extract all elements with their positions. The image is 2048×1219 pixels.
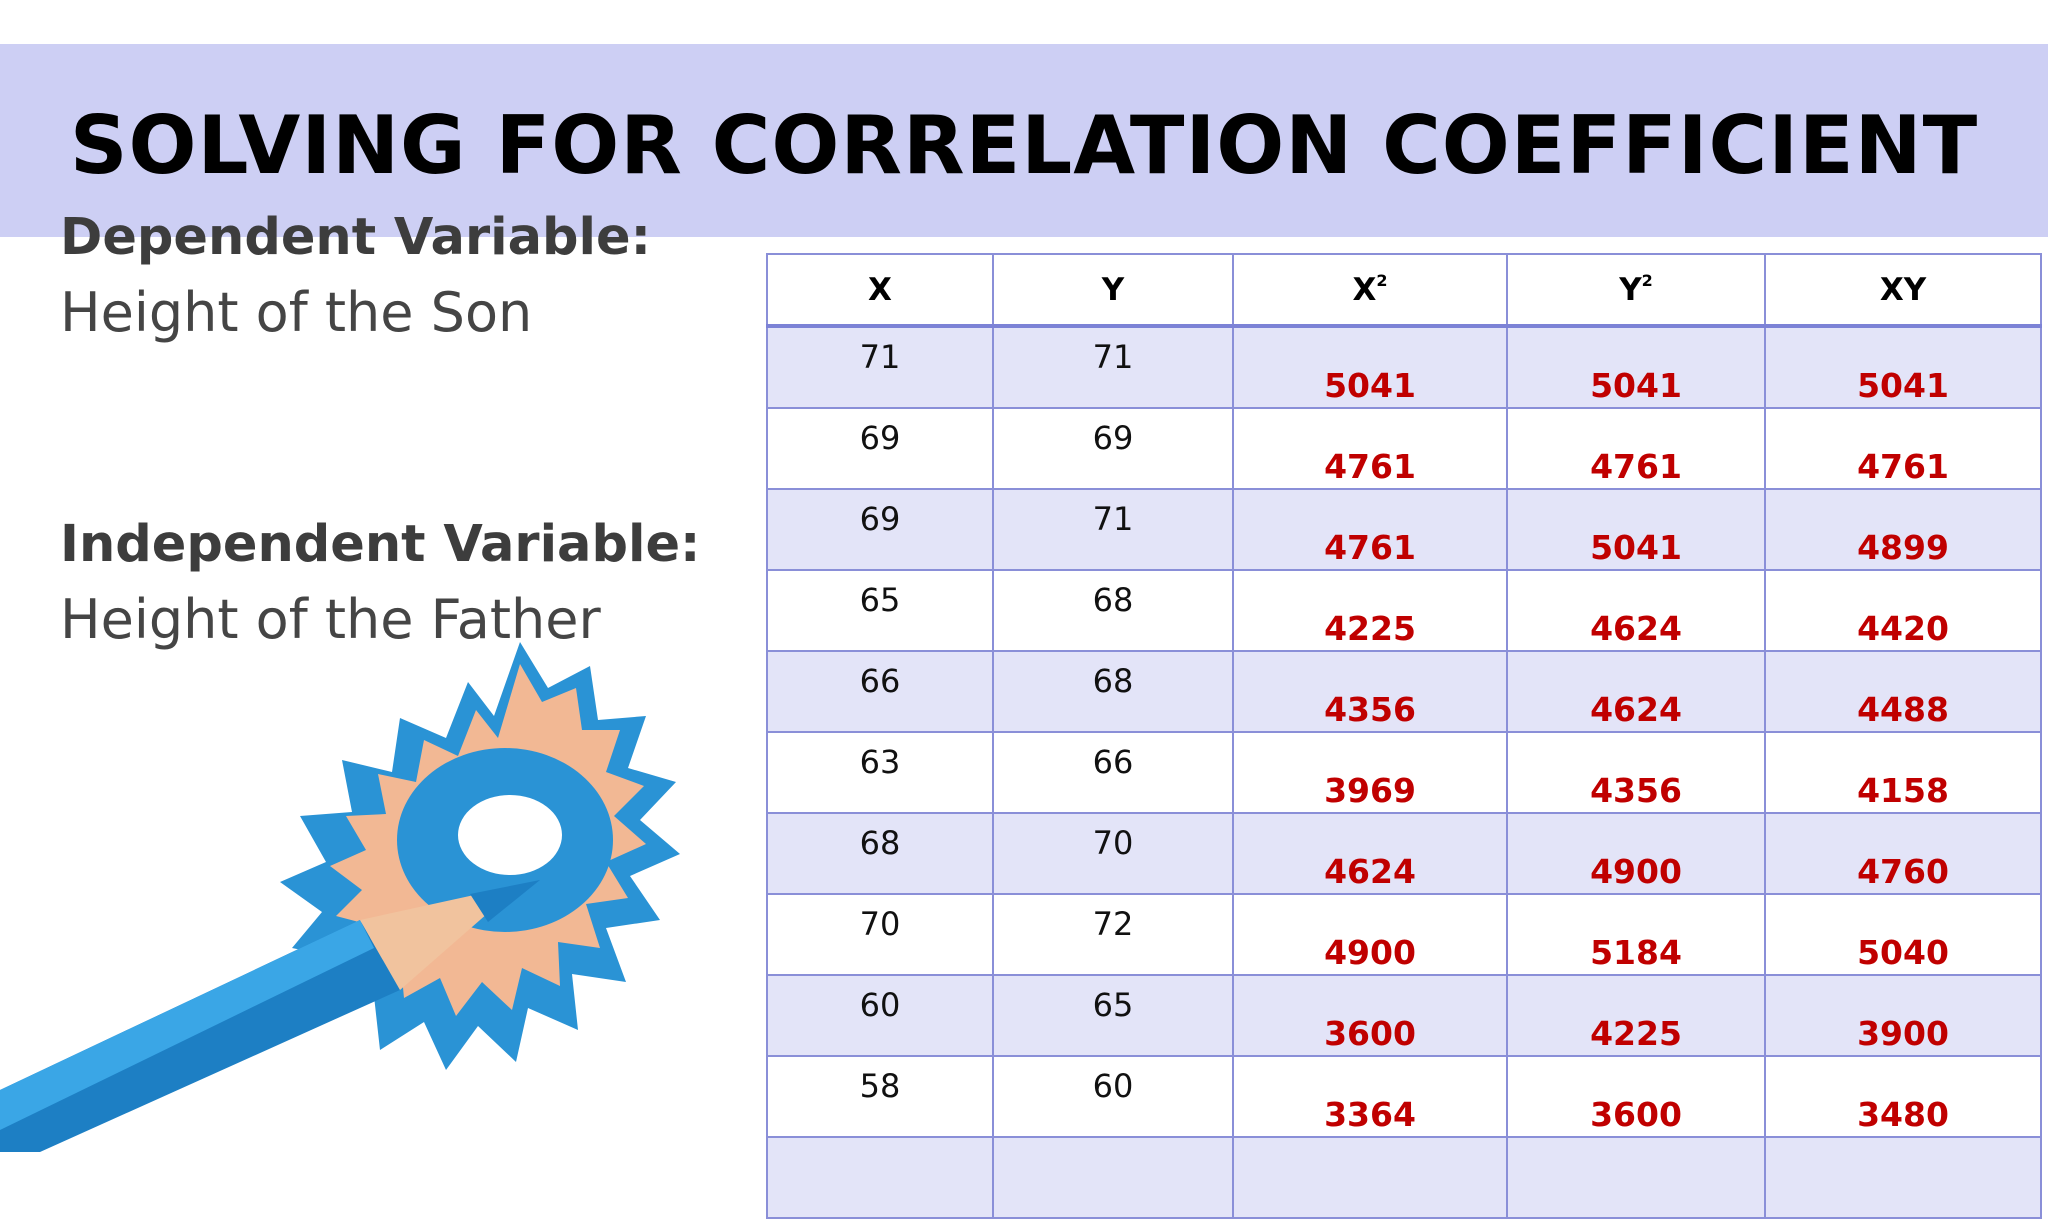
independent-variable-heading: Independent Variable: [60,515,701,574]
shaving-hole [458,795,562,875]
table-row: 69 69 4761 4761 4761 [766,407,2042,490]
cell-xy: 4899 [1764,488,2042,571]
cell-x: 70 [766,893,994,976]
cell-x: 65 [766,569,994,652]
header-x-squared: X2 [1232,253,1508,328]
cell-y: 71 [992,488,1234,571]
table-row: 71 71 5041 5041 5041 [766,325,2042,409]
cell-x: 60 [766,974,994,1057]
cell-x-squared [1232,1136,1508,1219]
table-row: 60 65 3600 4225 3900 [766,974,2042,1057]
cell-y-squared: 4624 [1506,650,1766,733]
table-row: 58 60 3364 3600 3480 [766,1055,2042,1138]
cell-xy: 3900 [1764,974,2042,1057]
cell-y-squared [1506,1136,1766,1219]
cell-x-squared: 4624 [1232,812,1508,895]
cell-xy: 5040 [1764,893,2042,976]
cell-x-squared: 5041 [1232,325,1508,409]
cell-y-squared: 4624 [1506,569,1766,652]
cell-y: 60 [992,1055,1234,1138]
header-y-squared: Y2 [1506,253,1766,328]
table-header-row: X Y X2 Y2 XY [766,253,2042,328]
cell-x: 69 [766,407,994,490]
cell-x-squared: 4900 [1232,893,1508,976]
independent-variable-value: Height of the Father [60,588,601,651]
slide-title: SOLVING FOR CORRELATION COEFFICIENT [69,99,1979,192]
cell-y-squared: 4761 [1506,407,1766,490]
cell-x-squared: 4225 [1232,569,1508,652]
cell-x-squared: 4761 [1232,407,1508,490]
header-y: Y [992,253,1234,328]
cell-x: 69 [766,488,994,571]
title-band [0,44,2048,237]
cell-xy: 4158 [1764,731,2042,814]
cell-y: 70 [992,812,1234,895]
cell-y [992,1136,1234,1219]
pencil-wood [360,885,520,990]
cell-xy: 4488 [1764,650,2042,733]
cell-x-squared: 4356 [1232,650,1508,733]
header-xy: XY [1764,253,2042,328]
cell-y-squared: 4900 [1506,812,1766,895]
cell-xy: 3480 [1764,1055,2042,1138]
table-row: 63 66 3969 4356 4158 [766,731,2042,814]
cell-y: 69 [992,407,1234,490]
cell-x: 68 [766,812,994,895]
cell-x: 63 [766,731,994,814]
pencil-shavings-icon [0,642,680,1152]
cell-x-squared: 4761 [1232,488,1508,571]
dependent-variable-value: Height of the Son [60,281,533,344]
independent-variable-block: Independent Variable: Height of the Fath… [60,513,720,652]
header-x: X [766,253,994,328]
table-row: 69 71 4761 5041 4899 [766,488,2042,571]
cell-y-squared: 5041 [1506,325,1766,409]
cell-x-squared: 3600 [1232,974,1508,1057]
pencil-lead [470,880,540,922]
cell-xy [1764,1136,2042,1219]
cell-y: 68 [992,569,1234,652]
table-row: 66 68 4356 4624 4488 [766,650,2042,733]
correlation-table: X Y X2 Y2 XY 71 71 5041 5041 5041 69 69 … [766,253,2042,1219]
cell-y: 65 [992,974,1234,1057]
cell-x: 71 [766,325,994,409]
cell-xy: 5041 [1764,325,2042,409]
table-row: 70 72 4900 5184 5040 [766,893,2042,976]
cell-y-squared: 5184 [1506,893,1766,976]
cell-x-squared: 3969 [1232,731,1508,814]
cell-y: 66 [992,731,1234,814]
table-row: 68 70 4624 4900 4760 [766,812,2042,895]
cell-y: 68 [992,650,1234,733]
cell-x: 58 [766,1055,994,1138]
cell-xy: 4760 [1764,812,2042,895]
cell-y-squared: 3600 [1506,1055,1766,1138]
cell-x-squared: 3364 [1232,1055,1508,1138]
table-row-empty [766,1136,2042,1219]
cell-y-squared: 4356 [1506,731,1766,814]
cell-x [766,1136,994,1219]
table-row: 65 68 4225 4624 4420 [766,569,2042,652]
cell-y: 72 [992,893,1234,976]
cell-xy: 4761 [1764,407,2042,490]
cell-y-squared: 5041 [1506,488,1766,571]
cell-x: 66 [766,650,994,733]
dependent-variable-heading: Dependent Variable: [60,208,651,267]
cell-y: 71 [992,325,1234,409]
dependent-variable-block: Dependent Variable: Height of the Son [60,206,720,345]
cell-xy: 4420 [1764,569,2042,652]
pencil-body-highlight [0,920,374,1130]
cell-y-squared: 4225 [1506,974,1766,1057]
